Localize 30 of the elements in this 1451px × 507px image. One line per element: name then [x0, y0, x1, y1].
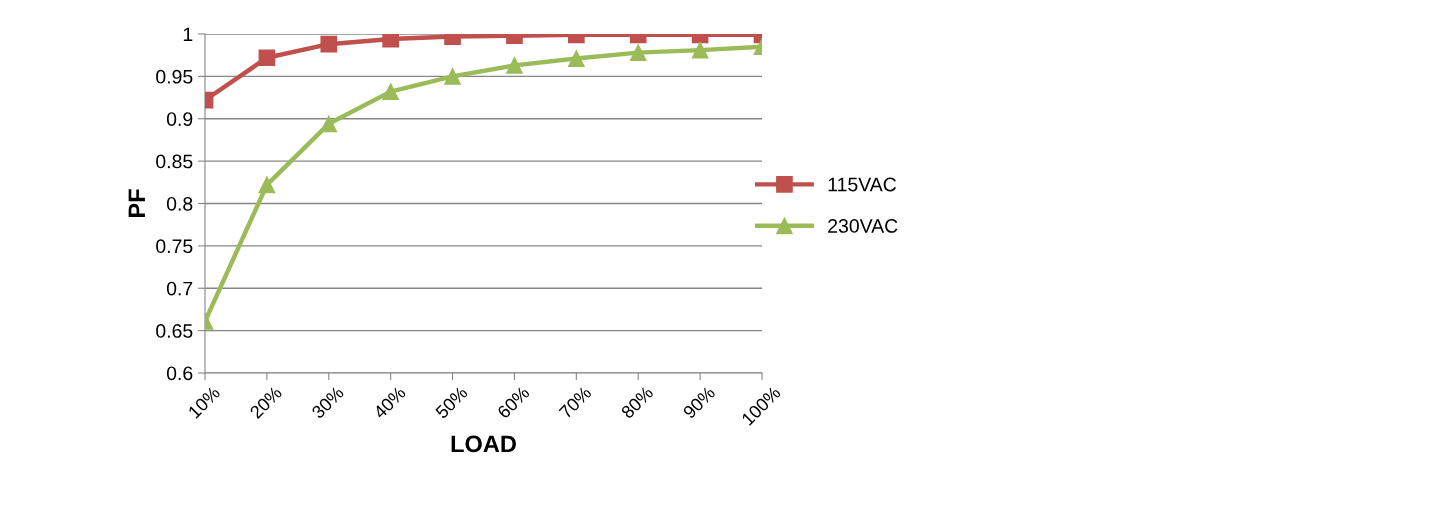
y-tick-label: 0.9 [166, 112, 193, 126]
y-tick-label: 0.65 [156, 324, 193, 338]
y-tick-label: 0.8 [166, 196, 193, 211]
x-tick-label: 70% [558, 385, 593, 420]
x-tick-label: 90% [682, 385, 716, 420]
y-tick-label: 1 [183, 27, 193, 42]
legend-label: 230VAC [828, 219, 898, 233]
point [382, 34, 400, 48]
x-tick-label: 50% [434, 385, 469, 420]
point [506, 57, 523, 74]
point [382, 83, 400, 100]
legend-label: 115VAC [828, 177, 897, 192]
x-axis-title: LOAD [451, 435, 516, 453]
y-tick-label: 0.6 [166, 366, 193, 381]
point [258, 49, 276, 67]
point [320, 35, 338, 53]
y-tick-label: 0.95 [156, 69, 193, 84]
point [629, 44, 647, 61]
point [320, 115, 338, 133]
x-tick-label: 30% [310, 385, 345, 420]
point [691, 41, 709, 59]
point [258, 176, 276, 194]
x-tick-label: 40% [372, 385, 407, 420]
y-tick-label: 0.7 [166, 281, 193, 296]
point [444, 68, 461, 85]
point [567, 50, 585, 67]
y-tick-label: 0.85 [156, 154, 193, 169]
x-tick-label: 80% [620, 385, 654, 420]
y-axis-title: PF [128, 189, 145, 218]
y-tick-label: 0.75 [156, 239, 193, 254]
